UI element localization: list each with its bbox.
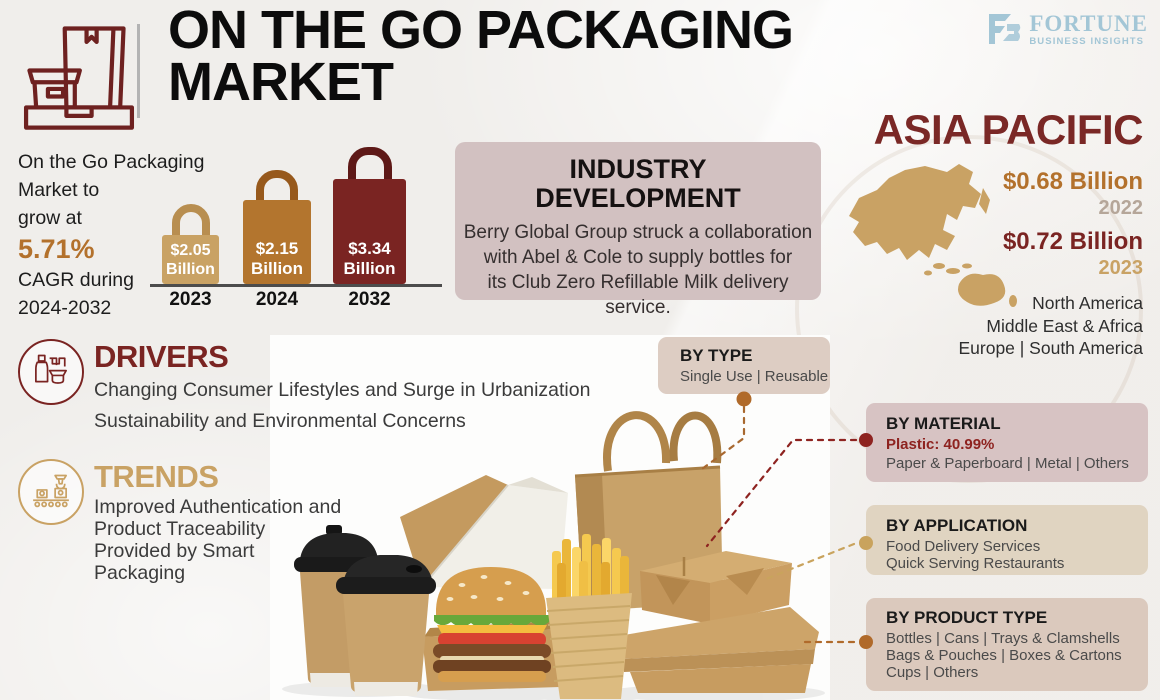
bar-2032: $3.34 Billion: [333, 147, 406, 284]
chart-baseline: [150, 284, 442, 287]
bag-body: $2.15 Billion: [243, 200, 311, 284]
logo-fb-icon: [989, 14, 1021, 45]
other-region: Middle East & Africa: [986, 315, 1143, 336]
logo-subtitle: BUSINESS INSIGHTS: [1029, 36, 1145, 47]
segment-title: BY MATERIAL: [886, 414, 1001, 433]
takeout-packaging-icon: [23, 26, 135, 130]
growth-line: CAGR during: [18, 269, 134, 291]
header-divider: [137, 24, 140, 118]
segment-highlight-value: Plastic: 40.99%: [886, 436, 995, 453]
page-title-line2: MARKET: [168, 52, 394, 112]
other-region: Europe | South America: [958, 338, 1143, 358]
segment-by-type: BY TYPE Single Use | Reusable: [658, 337, 830, 394]
segment-values: Quick Serving Restaurants: [886, 555, 1065, 572]
page-title-line1: ON THE GO PACKAGING: [168, 0, 794, 60]
trends-icon: [18, 459, 84, 525]
growth-line: Market to: [18, 179, 100, 201]
industry-development-card: INDUSTRY DEVELOPMENT Berry Global Group …: [455, 142, 821, 318]
segment-values: Bags & Pouches | Boxes & Cartons: [886, 647, 1122, 664]
packaging-products-icon: [35, 354, 67, 384]
axis-year-2032: 2032: [348, 289, 391, 310]
segment-by-product-type: BY PRODUCT TYPE Bottles | Cans | Trays &…: [866, 598, 1148, 691]
segment-values: Paper & Paperboard | Metal | Others: [886, 455, 1129, 472]
segment-by-material: BY MATERIAL Plastic: 40.99% Paper & Pape…: [866, 403, 1148, 482]
axis-year-2024: 2024: [255, 289, 299, 310]
packaging-photo: [270, 335, 830, 700]
segment-values: Cups | Others: [886, 664, 979, 681]
other-regions-list: North America Middle East & Africa Europ…: [958, 292, 1143, 360]
fortune-business-insights-logo: Fortune BUSINESS INSIGHTS: [985, 12, 1148, 47]
industry-development-title: INDUSTRY DEVELOPMENT: [535, 154, 741, 213]
industry-development-body: Berry Global Group struck a collaboratio…: [463, 222, 813, 318]
region-stat-2023: $0.72 Billion 2023: [1003, 228, 1143, 280]
bar-2023: $2.05 Billion: [162, 204, 219, 284]
trend-line: Provided by Smart: [94, 540, 255, 562]
segment-title: BY PRODUCT TYPE: [886, 608, 1048, 627]
trends-title: TRENDS: [94, 459, 219, 494]
bar-2024: $2.15 Billion: [243, 170, 311, 284]
growth-line: 2024-2032: [18, 297, 112, 319]
driver-item: Changing Consumer Lifestyles and Surge i…: [94, 379, 591, 401]
region-stat-2022: $0.68 Billion 2022: [1003, 168, 1143, 220]
region-stat-year: 2022: [1098, 197, 1144, 219]
drivers-icon: [18, 339, 84, 405]
growth-line: grow at: [18, 207, 82, 229]
driver-item: Sustainability and Environmental Concern…: [94, 410, 466, 432]
bag-body: $2.05 Billion: [162, 235, 219, 284]
trend-line: Product Traceability: [94, 518, 266, 540]
region-stat-year: 2023: [1098, 257, 1144, 279]
packaging-line-icon: [33, 474, 69, 508]
coffee-cup-small: [336, 555, 436, 696]
segment-title: BY TYPE: [680, 346, 753, 365]
drivers-title: DRIVERS: [94, 339, 229, 374]
burger: [433, 567, 551, 682]
region-stat-value: $0.68 Billion: [1002, 168, 1143, 195]
packaging-scene: [282, 411, 825, 700]
segment-values: Bottles | Cans | Trays & Clamshells: [886, 630, 1120, 647]
segment-values: Food Delivery Services: [886, 538, 1041, 555]
clamshell-box: [617, 607, 819, 693]
bar-label: $2.05 Billion: [166, 242, 215, 278]
bar-label: $2.15 Billion: [251, 239, 303, 278]
growth-statement: On the Go Packaging Market to grow at 5.…: [18, 148, 218, 322]
segment-title: BY APPLICATION: [886, 516, 1028, 535]
bag-body: $3.34 Billion: [333, 179, 406, 284]
fries: [546, 534, 632, 699]
axis-year-2023: 2023: [169, 289, 212, 310]
logo-name: Fortune: [1029, 11, 1148, 36]
region-stat-value: $0.72 Billion: [1002, 228, 1143, 255]
asia-pacific-map: [849, 164, 1017, 307]
region-title: ASIA PACIFIC: [873, 106, 1144, 153]
growth-line: On the Go Packaging: [18, 151, 205, 173]
trend-line: Packaging: [94, 562, 186, 584]
page-title: ON THE GO PACKAGING MARKET: [168, 0, 794, 112]
other-region: North America: [1032, 293, 1143, 313]
segment-by-application: BY APPLICATION Food Delivery Services Qu…: [866, 505, 1148, 575]
segment-values: Single Use | Reusable: [680, 368, 829, 385]
bar-label: $3.34 Billion: [343, 239, 396, 278]
cagr-value: 5.71%: [18, 234, 95, 264]
trend-line: Improved Authentication and: [94, 496, 342, 518]
